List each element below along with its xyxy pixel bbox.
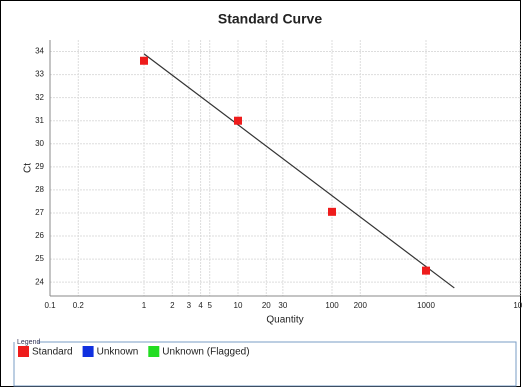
y-tick-label: 31 bbox=[35, 116, 44, 125]
data-point bbox=[328, 207, 336, 216]
y-tick-label: 27 bbox=[35, 208, 44, 217]
x-tick-label: 0.2 bbox=[73, 301, 85, 310]
x-tick-label: 200 bbox=[354, 301, 368, 310]
legend-frame bbox=[13, 341, 517, 387]
x-tick-label: 30 bbox=[278, 301, 287, 310]
legend-label: Unknown bbox=[97, 347, 139, 358]
y-tick-label: 24 bbox=[35, 277, 44, 286]
y-tick-label: 32 bbox=[35, 93, 44, 102]
y-tick-label: 26 bbox=[35, 231, 44, 240]
y-tick-label: 34 bbox=[35, 47, 44, 56]
x-tick-label: 5 bbox=[207, 301, 212, 310]
x-tick-label: 10 bbox=[234, 301, 243, 310]
x-tick-label: 20 bbox=[262, 301, 271, 310]
y-tick-label: 28 bbox=[35, 185, 44, 194]
legend-swatch bbox=[82, 346, 94, 357]
x-axis-label: Quantity bbox=[266, 315, 303, 326]
legend-label: Unknown (Flagged) bbox=[162, 347, 249, 358]
x-tick-label: 100 bbox=[513, 301, 522, 310]
y-tick-label: 33 bbox=[35, 70, 44, 79]
x-tick-label: 1 bbox=[142, 301, 147, 310]
y-tick-label: 29 bbox=[35, 162, 44, 171]
x-tick-label: 1000 bbox=[417, 301, 435, 310]
plot-area bbox=[50, 40, 520, 296]
x-tick-label: 3 bbox=[187, 301, 192, 310]
legend-title: Legend bbox=[17, 339, 40, 346]
data-point bbox=[234, 116, 242, 125]
fit-line bbox=[143, 53, 455, 289]
y-axis-label: Ct bbox=[23, 163, 34, 173]
data-point bbox=[422, 266, 430, 275]
x-tick-label: 4 bbox=[198, 301, 203, 310]
legend-label: Standard bbox=[32, 347, 73, 358]
chart-title: Standard Curve bbox=[218, 11, 322, 27]
x-tick-label: 0.1 bbox=[44, 301, 56, 310]
x-tick-label: 100 bbox=[325, 301, 339, 310]
y-tick-label: 25 bbox=[35, 254, 44, 263]
data-point bbox=[140, 56, 148, 65]
x-tick-label: 2 bbox=[170, 301, 175, 310]
legend-swatch bbox=[148, 346, 160, 357]
y-tick-label: 30 bbox=[35, 139, 44, 148]
legend-swatch bbox=[18, 346, 29, 357]
legend-box: Legend bbox=[13, 339, 517, 387]
